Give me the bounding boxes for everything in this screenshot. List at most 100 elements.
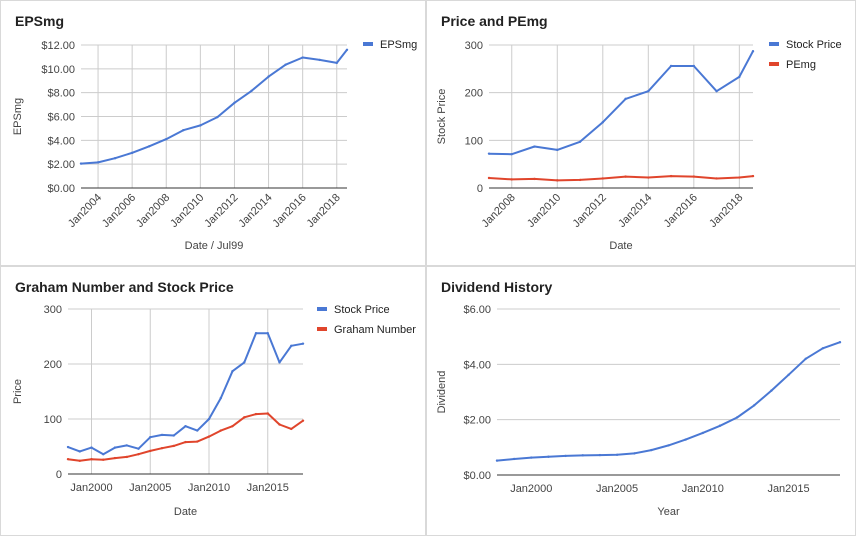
data-point bbox=[495, 459, 499, 462]
y-tick-label: $0.00 bbox=[47, 183, 75, 195]
data-point bbox=[254, 332, 258, 335]
series-line bbox=[488, 50, 754, 156]
x-tick-label: Jan2018 bbox=[707, 192, 745, 230]
data-point bbox=[669, 174, 673, 178]
y-tick-label: 100 bbox=[465, 135, 483, 147]
data-point bbox=[250, 89, 253, 93]
data-point bbox=[647, 90, 650, 93]
data-point bbox=[624, 97, 627, 101]
data-point bbox=[78, 459, 81, 462]
y-tick-label: $10.00 bbox=[41, 64, 75, 76]
legend-label: Stock Price bbox=[786, 39, 842, 51]
x-tick-label: Jan2000 bbox=[70, 482, 112, 494]
data-point bbox=[770, 389, 773, 392]
data-point bbox=[581, 454, 584, 457]
y-axis-label: Price bbox=[12, 379, 24, 404]
data-point bbox=[66, 445, 70, 449]
chart-svg: 0 100 200 300 Jan2000 Jan2005 Jan2010 Jan2015 Da… bbox=[12, 304, 416, 518]
legend-swatch bbox=[769, 42, 779, 46]
data-point bbox=[137, 447, 140, 450]
data-point bbox=[90, 457, 93, 461]
x-tick-label: Jan2008 bbox=[134, 192, 172, 230]
data-point bbox=[102, 453, 105, 456]
data-point bbox=[345, 48, 349, 51]
data-point bbox=[233, 101, 236, 104]
data-point bbox=[301, 56, 304, 59]
y-tick-label: 200 bbox=[465, 88, 483, 100]
x-tick-label: Jan2008 bbox=[480, 192, 518, 230]
data-point bbox=[219, 396, 222, 400]
data-point bbox=[318, 58, 321, 62]
x-tick-label: Jan2010 bbox=[682, 483, 724, 495]
data-point bbox=[715, 90, 718, 93]
x-tick-label: Jan2012 bbox=[202, 192, 240, 230]
x-axis-label: Date / Jul99 bbox=[185, 240, 244, 252]
data-point bbox=[512, 457, 516, 461]
data-point bbox=[284, 63, 287, 66]
data-point bbox=[231, 369, 234, 373]
data-point bbox=[556, 179, 559, 182]
x-tick-label: Jan2015 bbox=[247, 482, 289, 494]
data-point bbox=[90, 446, 93, 449]
data-point bbox=[301, 342, 305, 345]
data-point bbox=[113, 456, 117, 460]
data-point bbox=[102, 458, 105, 461]
data-point bbox=[684, 438, 687, 441]
y-tick-label: $12.00 bbox=[41, 40, 75, 52]
data-point bbox=[125, 455, 128, 459]
x-axis-label: Date bbox=[174, 506, 197, 518]
data-point bbox=[290, 344, 293, 348]
y-tick-label: $6.00 bbox=[47, 112, 75, 124]
data-point bbox=[530, 456, 533, 459]
data-point bbox=[184, 424, 187, 428]
data-point bbox=[216, 115, 219, 119]
data-point bbox=[650, 448, 653, 452]
data-point bbox=[692, 175, 696, 178]
data-point bbox=[533, 145, 536, 148]
data-point bbox=[564, 454, 567, 458]
data-point bbox=[821, 347, 825, 350]
data-point bbox=[172, 444, 175, 448]
data-point bbox=[647, 176, 650, 179]
data-point bbox=[125, 444, 128, 447]
y-tick-label: $0.00 bbox=[463, 470, 491, 482]
data-point bbox=[510, 178, 513, 181]
data-point bbox=[137, 453, 140, 456]
data-point bbox=[113, 157, 117, 160]
data-point bbox=[130, 151, 134, 155]
legend-swatch bbox=[317, 307, 327, 311]
data-point bbox=[624, 175, 627, 178]
legend-swatch bbox=[317, 327, 327, 331]
data-point bbox=[149, 435, 152, 439]
legend-swatch bbox=[769, 62, 779, 66]
chart-title: Graham Number and Stock Price bbox=[15, 279, 234, 295]
x-tick-label: Jan2016 bbox=[270, 192, 308, 230]
x-tick-label: Jan2005 bbox=[129, 482, 171, 494]
x-tick-label: Jan2014 bbox=[236, 192, 274, 230]
y-tick-label: 0 bbox=[56, 469, 62, 481]
data-point bbox=[533, 177, 536, 181]
x-axis-label: Date bbox=[609, 240, 632, 252]
data-point bbox=[601, 121, 604, 124]
data-point bbox=[601, 177, 604, 180]
legend-label: PEmg bbox=[786, 59, 816, 71]
data-point bbox=[184, 440, 187, 444]
data-point bbox=[199, 124, 202, 127]
x-tick-label: Jan2010 bbox=[168, 192, 206, 230]
legend-swatch bbox=[363, 42, 373, 46]
data-point bbox=[148, 145, 151, 148]
y-tick-label: $2.00 bbox=[463, 415, 491, 427]
data-point bbox=[78, 450, 81, 453]
data-point bbox=[243, 361, 246, 364]
y-axis-label: Dividend bbox=[436, 371, 448, 414]
series-line bbox=[488, 175, 754, 182]
chart-title: Price and PEmg bbox=[441, 13, 548, 29]
data-point bbox=[667, 444, 670, 447]
y-axis-label: EPSmg bbox=[12, 98, 24, 135]
y-tick-label: $4.00 bbox=[47, 135, 75, 147]
x-tick-label: Jan2012 bbox=[571, 192, 609, 230]
data-point bbox=[182, 129, 185, 132]
data-point bbox=[510, 152, 513, 156]
data-point bbox=[278, 423, 281, 426]
